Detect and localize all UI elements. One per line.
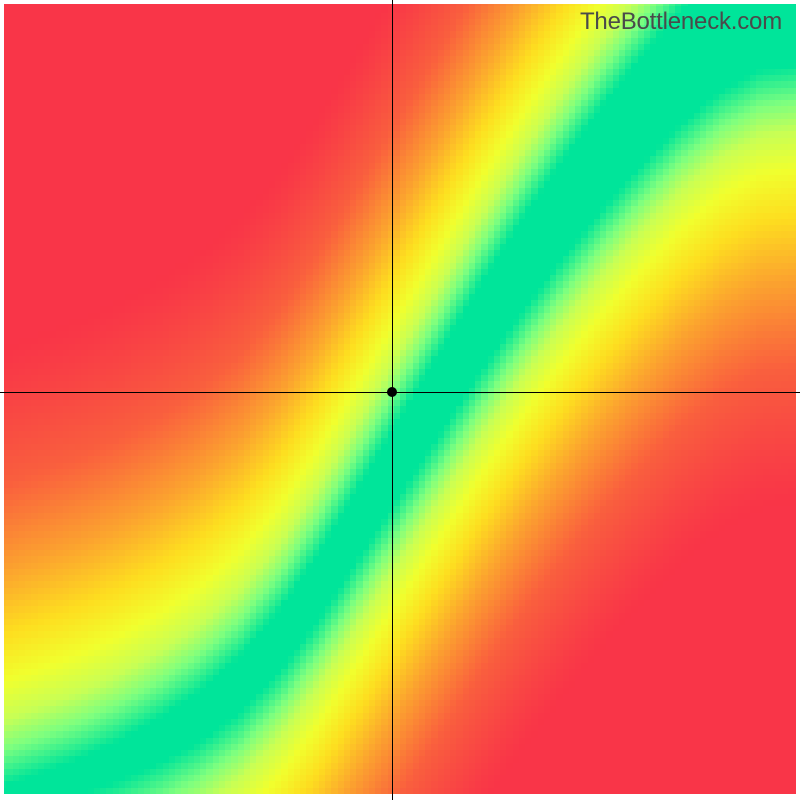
heatmap-canvas [0,0,800,800]
watermark-text: TheBottleneck.com [580,8,782,35]
crosshair-horizontal [0,392,800,393]
crosshair-marker [387,387,397,397]
watermark-label: TheBottleneck.com [580,8,782,36]
crosshair-vertical [392,0,393,800]
chart-container: TheBottleneck.com [0,0,800,800]
